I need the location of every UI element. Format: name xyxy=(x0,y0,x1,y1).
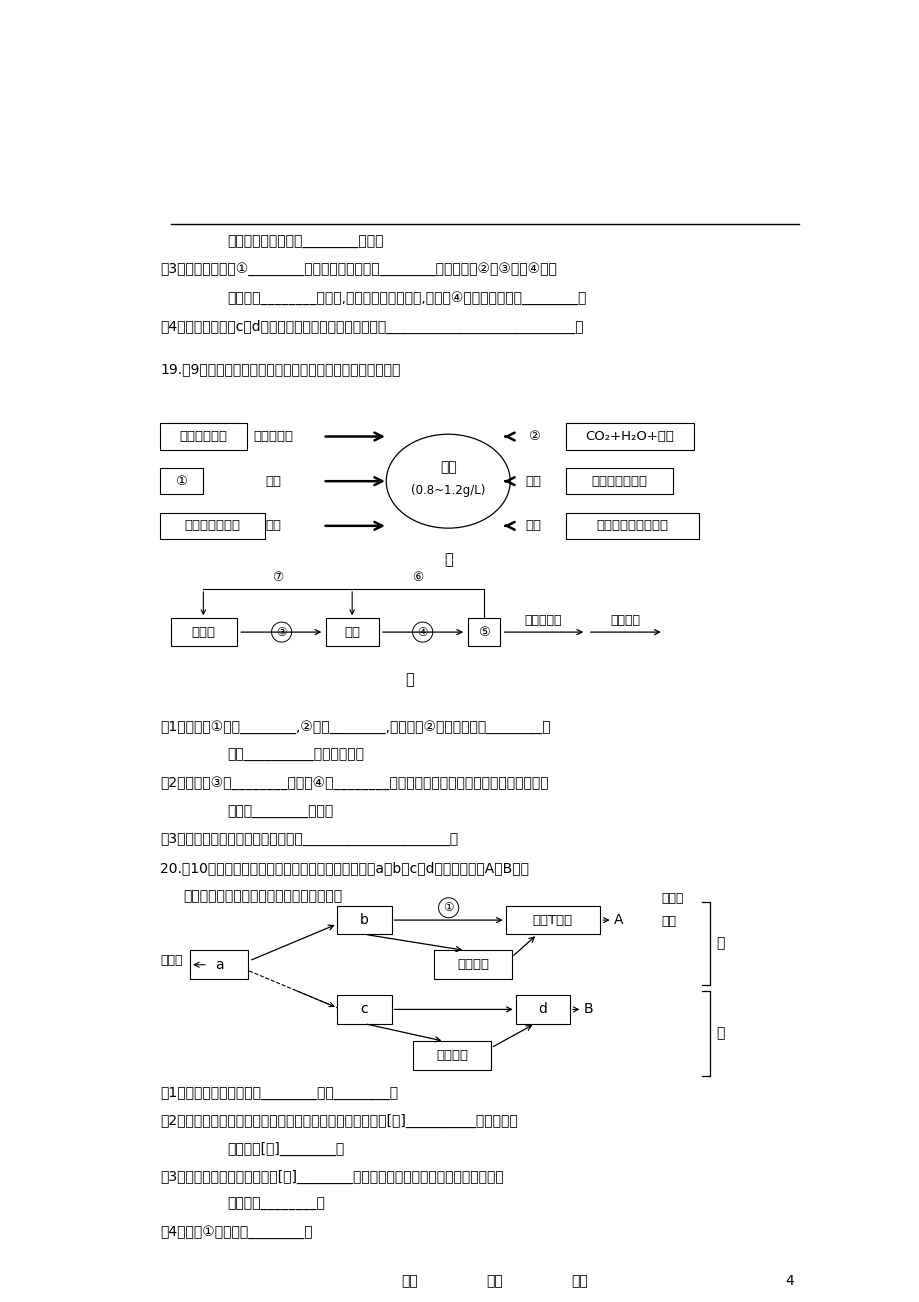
Text: 20.（10分）下图是人体特异性免疫过程示意图，其中a、b、c、d为免疫细胞，A、B为免: 20.（10分）下图是人体特异性免疫过程示意图，其中a、b、c、d为免疫细胞，A… xyxy=(160,862,528,875)
Text: 后膜上的________相结合,若该物质为兴奋性的,则此时④处的电位表现为________。: 后膜上的________相结合,若该物质为兴奋性的,则此时④处的电位表现为___… xyxy=(227,290,586,305)
Bar xyxy=(565,469,673,495)
Text: 爱心: 爱心 xyxy=(486,1275,503,1288)
Text: 是由__________细胞分泌的。: 是由__________细胞分泌的。 xyxy=(227,747,364,762)
Text: （1）图甲中①表示________,②表示________,能够促进②过程的激素是________，: （1）图甲中①表示________,②表示________,能够促进②过程的激素… xyxy=(160,720,550,734)
Text: 转化: 转化 xyxy=(266,519,281,533)
Text: 细胞: 细胞 xyxy=(661,915,675,928)
Text: 攻击靶: 攻击靶 xyxy=(661,892,683,905)
Text: ②: ② xyxy=(527,430,539,443)
Text: 记忆细胞: 记忆细胞 xyxy=(457,958,489,971)
Bar xyxy=(190,950,248,979)
Text: 垂体: 垂体 xyxy=(344,625,359,638)
Bar xyxy=(413,1042,491,1070)
Text: （4）过程①表示的是________。: （4）过程①表示的是________。 xyxy=(160,1225,312,1240)
Text: 的影响是________。: 的影响是________。 xyxy=(227,1198,325,1211)
Text: 效应T细胞: 效应T细胞 xyxy=(532,914,573,927)
Bar xyxy=(565,513,698,539)
Text: 细胞代谢: 细胞代谢 xyxy=(609,615,640,628)
Ellipse shape xyxy=(386,434,510,529)
Text: a: a xyxy=(215,958,223,971)
Text: （3）图乙所示结构①________受到刺激时，释放出________，依次通过②、③，与④突触: （3）图乙所示结构①________受到刺激时，释放出________，依次通过… xyxy=(160,263,556,276)
Text: ⑥: ⑥ xyxy=(412,572,423,585)
Text: 肝糖原、肌糖原: 肝糖原、肌糖原 xyxy=(591,475,647,488)
Bar xyxy=(160,423,246,449)
Bar xyxy=(325,618,378,646)
Bar xyxy=(505,906,599,935)
Text: 19.（9分）请结合下图中人体激素调节的两个实例回答问题：: 19.（9分）请结合下图中人体激素调节的两个实例回答问题： xyxy=(160,362,400,376)
Text: 疫活性物质，甲、乙为免疫类型。请回答：: 疫活性物质，甲、乙为免疫类型。请回答： xyxy=(183,889,342,904)
Text: ③: ③ xyxy=(276,625,287,638)
Text: 分解: 分解 xyxy=(266,475,281,488)
Text: 转化: 转化 xyxy=(525,519,541,533)
Text: ①: ① xyxy=(443,901,453,914)
Bar xyxy=(160,469,202,495)
Text: 的细胞是[　]________。: 的细胞是[ ]________。 xyxy=(227,1142,345,1156)
Text: ⑦: ⑦ xyxy=(272,572,283,585)
Text: A: A xyxy=(614,913,623,927)
Text: 脂肪等非糖物质: 脂肪等非糖物质 xyxy=(184,519,240,533)
Text: (0.8~1.2g/L): (0.8~1.2g/L) xyxy=(411,484,485,497)
Bar xyxy=(516,995,569,1023)
Text: 甲状腺激素: 甲状腺激素 xyxy=(524,615,562,628)
Bar xyxy=(565,423,693,449)
Bar xyxy=(337,995,391,1023)
Bar xyxy=(467,618,500,646)
Text: 的低级中枢受相应的________控制。: 的低级中枢受相应的________控制。 xyxy=(227,234,383,249)
Text: 合成: 合成 xyxy=(525,475,541,488)
Text: （2）图中既参与特异性免疫，又参与非特异性免疫的细胞是[　]__________；产生抗体: （2）图中既参与特异性免疫，又参与非特异性免疫的细胞是[ ]__________… xyxy=(160,1115,517,1129)
Text: （2）图乙中③是________激素，④是________激素。图乙表明，甲状腺激素的分级调节，: （2）图乙中③是________激素，④是________激素。图乙表明，甲状腺… xyxy=(160,776,548,790)
Text: 乙: 乙 xyxy=(404,672,414,687)
Text: ⑤: ⑤ xyxy=(478,625,489,638)
Text: c: c xyxy=(360,1003,368,1017)
Text: （1）请判断免疫类型：甲________，乙________。: （1）请判断免疫类型：甲________，乙________。 xyxy=(160,1086,398,1100)
Text: 消化、吸收: 消化、吸收 xyxy=(254,430,293,443)
Text: （3）上述激素通过体液运输，作用于_____________________。: （3）上述激素通过体液运输，作用于_____________________。 xyxy=(160,832,458,846)
Bar xyxy=(337,906,391,935)
Text: 用心: 用心 xyxy=(401,1275,417,1288)
Text: 食物中的糖类: 食物中的糖类 xyxy=(179,430,227,443)
Text: 4: 4 xyxy=(784,1275,793,1288)
Text: d: d xyxy=(538,1003,547,1017)
Text: 血糖: 血糖 xyxy=(439,461,456,474)
Text: B: B xyxy=(584,1003,593,1017)
Text: 存在着________机制。: 存在着________机制。 xyxy=(227,805,334,819)
Text: b: b xyxy=(359,913,369,927)
Text: CO₂+H₂O+能量: CO₂+H₂O+能量 xyxy=(584,430,674,443)
Bar xyxy=(160,513,265,539)
Text: （3）艾滋病病毒主要攻击的是[　]________细胞，使其大量死亡，对特异性免疫功能: （3）艾滋病病毒主要攻击的是[ ]________细胞，使其大量死亡，对特异性免… xyxy=(160,1169,504,1184)
Text: 专心: 专心 xyxy=(571,1275,588,1288)
Bar xyxy=(171,618,236,646)
Text: 甲: 甲 xyxy=(443,552,452,566)
Text: 记忆细胞: 记忆细胞 xyxy=(436,1049,468,1062)
Text: 乙: 乙 xyxy=(716,1027,724,1040)
Text: ①: ① xyxy=(176,475,187,488)
Text: 脂肪、某些氨基酸等: 脂肪、某些氨基酸等 xyxy=(596,519,668,533)
Text: （4）图甲中兴奋在c、d之间传递过程中发生的信号变化是___________________________。: （4）图甲中兴奋在c、d之间传递过程中发生的信号变化是_____________… xyxy=(160,319,583,333)
Text: 病原体: 病原体 xyxy=(160,954,182,967)
Text: 下丘脑: 下丘脑 xyxy=(191,625,215,638)
Text: 甲: 甲 xyxy=(716,936,724,950)
Bar xyxy=(434,950,511,979)
Text: ④: ④ xyxy=(417,625,427,638)
